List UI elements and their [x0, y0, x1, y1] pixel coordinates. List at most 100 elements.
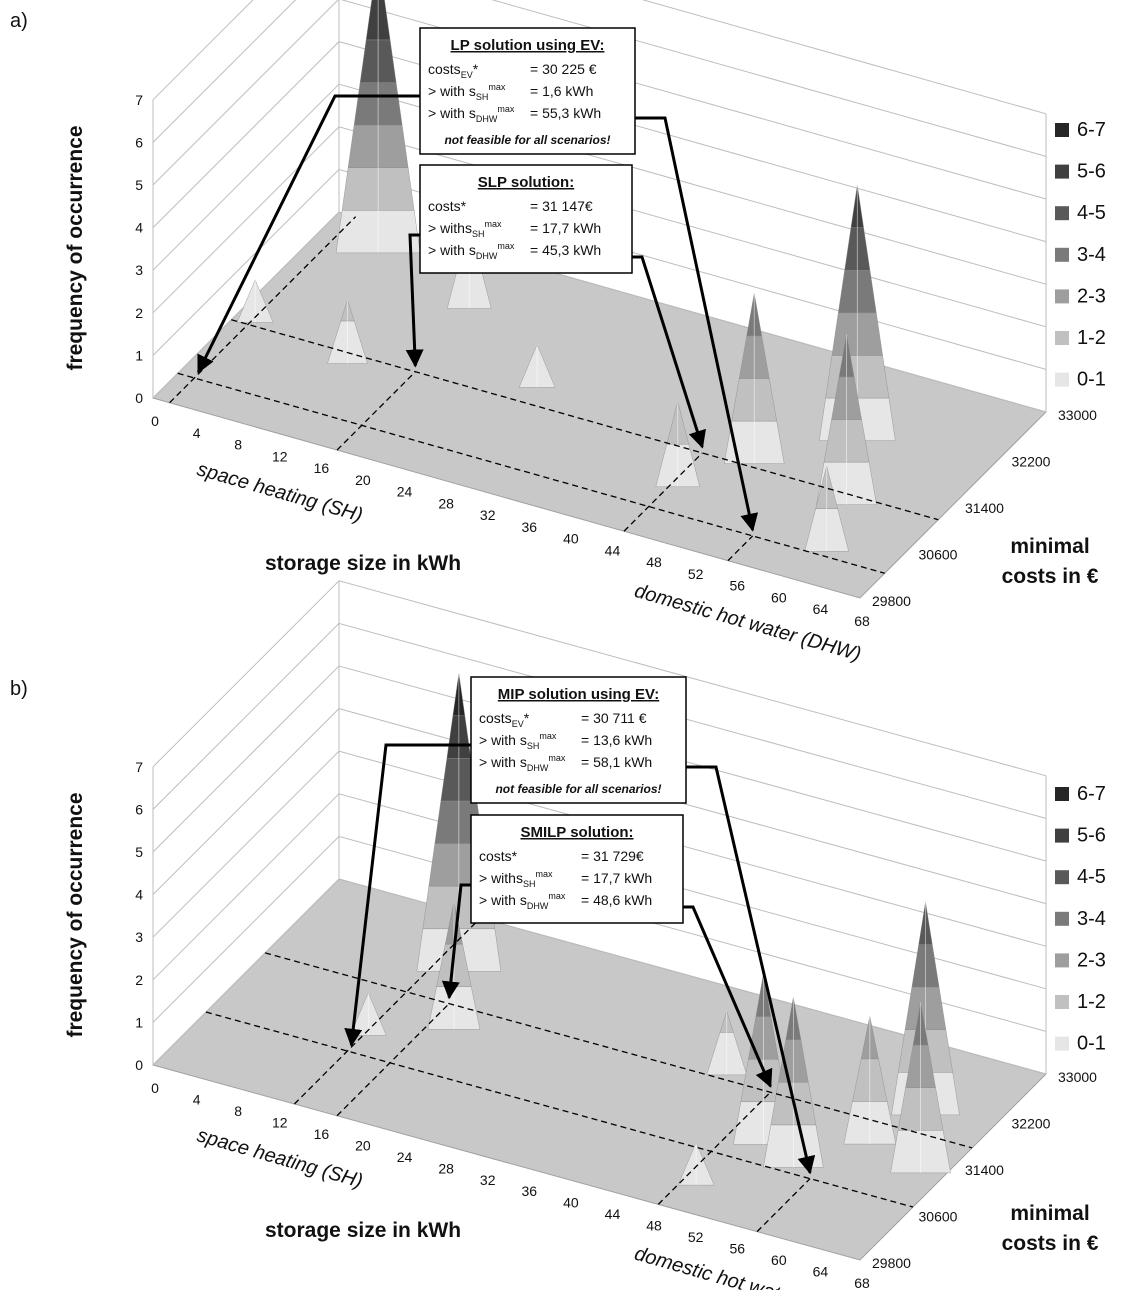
gridline-z	[152, 0, 1047, 200]
y-tick-label: 30600	[919, 1209, 958, 1225]
x-tick-label: 28	[438, 495, 454, 511]
guide-dashed-line	[264, 952, 973, 1149]
z-tick-label: 2	[135, 972, 143, 988]
z-tick-label: 2	[135, 305, 143, 321]
annotation-value: = 58,1 kWh	[581, 754, 652, 770]
legend-swatch	[1055, 787, 1069, 801]
y-tick-label: 31400	[965, 500, 1004, 516]
chart-panel-1: 0123456704812162024283236404448525660646…	[10, 0, 1106, 666]
guide-dashed-line	[231, 319, 939, 521]
y-tick-label: 33000	[1058, 407, 1097, 423]
x-tick-label: 64	[813, 601, 829, 617]
annotation-arrow	[632, 255, 706, 449]
x-tick-label: 20	[355, 472, 371, 488]
x-tick-label: 44	[605, 1206, 621, 1222]
annotation-value: = 48,6 kWh	[581, 892, 652, 908]
legend-swatch	[1055, 289, 1069, 304]
legend-label: 1-2	[1077, 327, 1106, 349]
annotation-line: > withsSHmax	[428, 219, 502, 239]
x-tick-label: 60	[771, 1252, 787, 1268]
surface-peak	[350, 992, 387, 1036]
annotation-title: MIP solution using EV:	[498, 686, 659, 703]
y-tick-label: 30600	[919, 547, 958, 563]
legend-swatch	[1055, 331, 1069, 345]
sh-axis-label: space heating (SH)	[194, 1124, 365, 1192]
x-tick-label: 4	[193, 425, 201, 441]
x-tick-label: 8	[234, 437, 242, 453]
z-tick-label: 7	[135, 759, 143, 775]
guide-dashed-line	[657, 1091, 771, 1205]
annotation-box-stochastic: SMILP solution:costs* = 31 729€ > withsSHm…	[470, 814, 684, 924]
y-axis-label: minimal costs in €	[1002, 535, 1099, 588]
x-tick-label: 52	[688, 1229, 704, 1245]
surface-peak	[890, 1002, 951, 1174]
annotation-arrow	[441, 883, 471, 1000]
x-tick-label: 60	[771, 589, 787, 605]
z-tick-label: 0	[135, 1057, 143, 1073]
z-axis-label: frequency of occurrence	[64, 792, 87, 1037]
surface-peak	[655, 400, 701, 487]
z-tick-label: 0	[135, 390, 143, 406]
x-tick-label: 64	[813, 1264, 829, 1280]
panel-label: b)	[10, 678, 28, 700]
x-tick-label: 32	[480, 1172, 496, 1188]
x-tick-label: 16	[314, 1126, 330, 1142]
z-tick-label: 4	[135, 887, 143, 903]
annotation-arrow	[686, 765, 816, 1175]
legend-label: 1-2	[1077, 991, 1106, 1013]
surface-peak	[706, 1010, 747, 1076]
legend-label: 6-7	[1077, 783, 1106, 805]
annotation-line: > with sDHWmax	[428, 241, 515, 261]
legend-swatch	[1055, 870, 1069, 885]
surface-peak	[427, 901, 481, 1030]
legend-swatch	[1055, 953, 1069, 968]
legend-swatch	[1055, 164, 1069, 179]
legend-label: 0-1	[1077, 1033, 1106, 1055]
legend-label: 2-3	[1077, 285, 1106, 307]
annotation-line: > withsSHmax	[479, 869, 553, 889]
x-tick-label: 32	[480, 507, 496, 523]
surface-peak	[723, 293, 785, 464]
guide-dashed-line	[727, 535, 754, 562]
z-tick-label: 3	[135, 929, 143, 945]
x-tick-label: 12	[272, 448, 288, 464]
legend-label: 3-4	[1077, 908, 1106, 930]
guide-dashed-line	[336, 371, 416, 451]
annotation-value: = 13,6 kWh	[581, 732, 652, 748]
x-tick-label: 48	[646, 554, 662, 570]
guide-dashed-line	[177, 372, 885, 574]
legend-swatch	[1055, 372, 1069, 387]
legend-swatch	[1055, 1036, 1069, 1051]
x-tick-label: 52	[688, 566, 704, 582]
x-tick-label: 24	[397, 1149, 413, 1165]
x-tick-label: 40	[563, 1195, 579, 1211]
guide-dashed-line	[205, 1011, 914, 1208]
annotation-box-stochastic: SLP solution: costs* = 31 147€ > withsSHmax…	[419, 164, 633, 274]
guide-dashed-line	[623, 452, 703, 532]
z-tick-label: 5	[135, 177, 143, 193]
legend-swatch	[1055, 206, 1069, 221]
surface-peak	[236, 279, 274, 323]
x-tick-label: 56	[729, 578, 745, 594]
annotation-line: > with sDHWmax	[479, 891, 566, 911]
annotation-box-ev: LP solution using EV: costsEV* = 30 225 € >…	[419, 27, 636, 155]
annotation-title: SLP solution:	[478, 174, 574, 191]
z-tick-label: 3	[135, 262, 143, 278]
surface-peak	[335, 0, 421, 254]
annotation-value: = 45,3 kWh	[530, 242, 601, 258]
annotation-value: = 55,3 kWh	[530, 105, 601, 121]
legend-label: 4-5	[1077, 866, 1106, 888]
y-tick-label: 31400	[965, 1162, 1004, 1178]
annotation-line: costs*	[428, 198, 467, 214]
annotation-note: not feasible for all scenarios!	[444, 133, 610, 147]
legend-swatch	[1055, 247, 1069, 262]
annotation-line: > with sSHmax	[428, 82, 506, 102]
x-tick-label: 4	[193, 1091, 201, 1107]
annotation-arrow	[635, 116, 759, 532]
annotation-arrow	[344, 743, 471, 1047]
z-tick-label: 5	[135, 844, 143, 860]
chart-panel-2: 0123456704812162024283236404448525660646…	[10, 580, 1106, 1290]
y-tick-label: 33000	[1058, 1069, 1097, 1085]
x-tick-label: 56	[729, 1241, 745, 1257]
annotation-line: costsEV*	[479, 710, 530, 729]
